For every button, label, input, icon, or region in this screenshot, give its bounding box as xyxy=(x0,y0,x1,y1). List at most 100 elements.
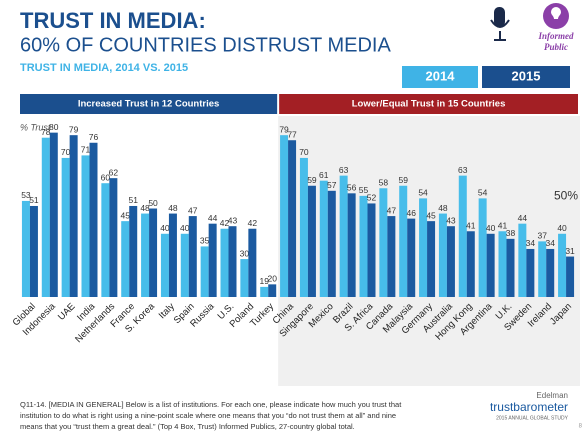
bar xyxy=(339,175,348,297)
bar xyxy=(367,203,376,297)
value-label: 70 xyxy=(299,147,309,157)
bar xyxy=(407,218,416,297)
value-label: 59 xyxy=(307,175,317,185)
bar xyxy=(188,216,197,297)
legend-box xyxy=(402,66,478,88)
bar xyxy=(208,223,217,297)
bar xyxy=(319,180,328,297)
value-label: 47 xyxy=(188,205,198,215)
value-label: 42 xyxy=(248,218,258,228)
bar xyxy=(566,256,575,297)
bar xyxy=(240,259,249,297)
bar xyxy=(518,223,527,297)
bar xyxy=(558,233,567,297)
value-label: 79 xyxy=(69,124,79,134)
bar xyxy=(220,228,229,297)
bar xyxy=(478,198,487,297)
value-label: 40 xyxy=(557,223,567,233)
value-label: 77 xyxy=(287,129,297,139)
value-label: 56 xyxy=(347,183,357,193)
bar xyxy=(466,231,475,297)
bar xyxy=(268,284,277,297)
value-label: 51 xyxy=(29,195,39,205)
bulb xyxy=(551,7,561,19)
bar xyxy=(109,178,118,297)
bar xyxy=(61,157,70,297)
bar xyxy=(347,193,356,297)
bar xyxy=(69,135,78,297)
value-label: 76 xyxy=(89,132,99,142)
annotation: 50% xyxy=(554,189,578,203)
bar xyxy=(288,140,297,297)
value-label: 43 xyxy=(446,215,456,225)
subtitle: 60% OF COUNTRIES DISTRUST MEDIA xyxy=(20,34,391,56)
value-label: 71 xyxy=(81,145,91,155)
value-label: 61 xyxy=(319,170,329,180)
bar xyxy=(546,248,555,297)
value-label: 38 xyxy=(506,228,516,238)
value-label: 40 xyxy=(486,223,496,233)
value-label: 34 xyxy=(526,238,536,248)
value-label: 62 xyxy=(109,167,119,177)
product: trustbarometer xyxy=(490,400,568,414)
value-label: 31 xyxy=(565,246,575,256)
bar xyxy=(379,188,388,297)
value-label: 47 xyxy=(387,205,397,215)
bar xyxy=(506,238,515,297)
brand: Edelman xyxy=(536,391,568,400)
value-label: 50 xyxy=(148,198,158,208)
bar xyxy=(41,137,50,297)
footnote: means that you “trust them a great deal.… xyxy=(20,422,355,431)
bar xyxy=(387,216,396,297)
bar xyxy=(446,226,455,297)
value-label: 41 xyxy=(466,221,476,231)
legend-label: 2015 xyxy=(512,68,541,83)
bar xyxy=(438,213,447,297)
value-label: 80 xyxy=(49,122,59,132)
value-label: 57 xyxy=(327,180,337,190)
legend-box xyxy=(482,66,570,88)
badge-text: Public xyxy=(544,42,568,52)
title: TRUST IN MEDIA: xyxy=(20,8,206,33)
legend-label: 2014 xyxy=(426,68,456,83)
value-label: 52 xyxy=(367,193,377,203)
bar xyxy=(526,248,535,297)
bar xyxy=(498,231,507,297)
footnote: Q11-14. [MEDIA IN GENERAL] Below is a li… xyxy=(20,400,402,409)
value-label: 40 xyxy=(160,223,170,233)
value-label: 40 xyxy=(180,223,190,233)
bar xyxy=(160,233,169,297)
chart-title: TRUST IN MEDIA, 2014 VS. 2015 xyxy=(20,62,188,74)
bar xyxy=(399,185,408,297)
value-label: 45 xyxy=(120,210,130,220)
value-label: 54 xyxy=(478,188,488,198)
value-label: 37 xyxy=(537,231,547,241)
value-label: 78 xyxy=(41,127,51,137)
bar xyxy=(359,195,368,297)
bar xyxy=(49,132,58,297)
value-label: 48 xyxy=(168,203,178,213)
bar xyxy=(299,157,308,297)
bar xyxy=(141,213,150,297)
value-label: 45 xyxy=(426,210,436,220)
bar xyxy=(419,198,428,297)
value-label: 48 xyxy=(438,203,448,213)
bar xyxy=(89,142,98,297)
value-label: 19 xyxy=(259,276,269,286)
bar xyxy=(486,233,495,297)
bar xyxy=(29,205,38,297)
bar xyxy=(200,246,209,297)
page-number: 8 xyxy=(579,424,583,430)
footnote: institution to do what is right using a … xyxy=(20,411,396,420)
banner-label: Lower/Equal Trust in 15 Countries xyxy=(352,99,506,110)
banner-label: Increased Trust in 12 Countries xyxy=(78,99,220,110)
bar xyxy=(101,183,110,297)
value-label: 58 xyxy=(379,178,389,188)
value-label: 34 xyxy=(545,238,555,248)
bar xyxy=(180,233,189,297)
study: 2015 ANNUAL GLOBAL STUDY xyxy=(496,415,569,421)
banner xyxy=(20,94,278,114)
value-label: 70 xyxy=(61,147,71,157)
bar xyxy=(81,155,90,297)
